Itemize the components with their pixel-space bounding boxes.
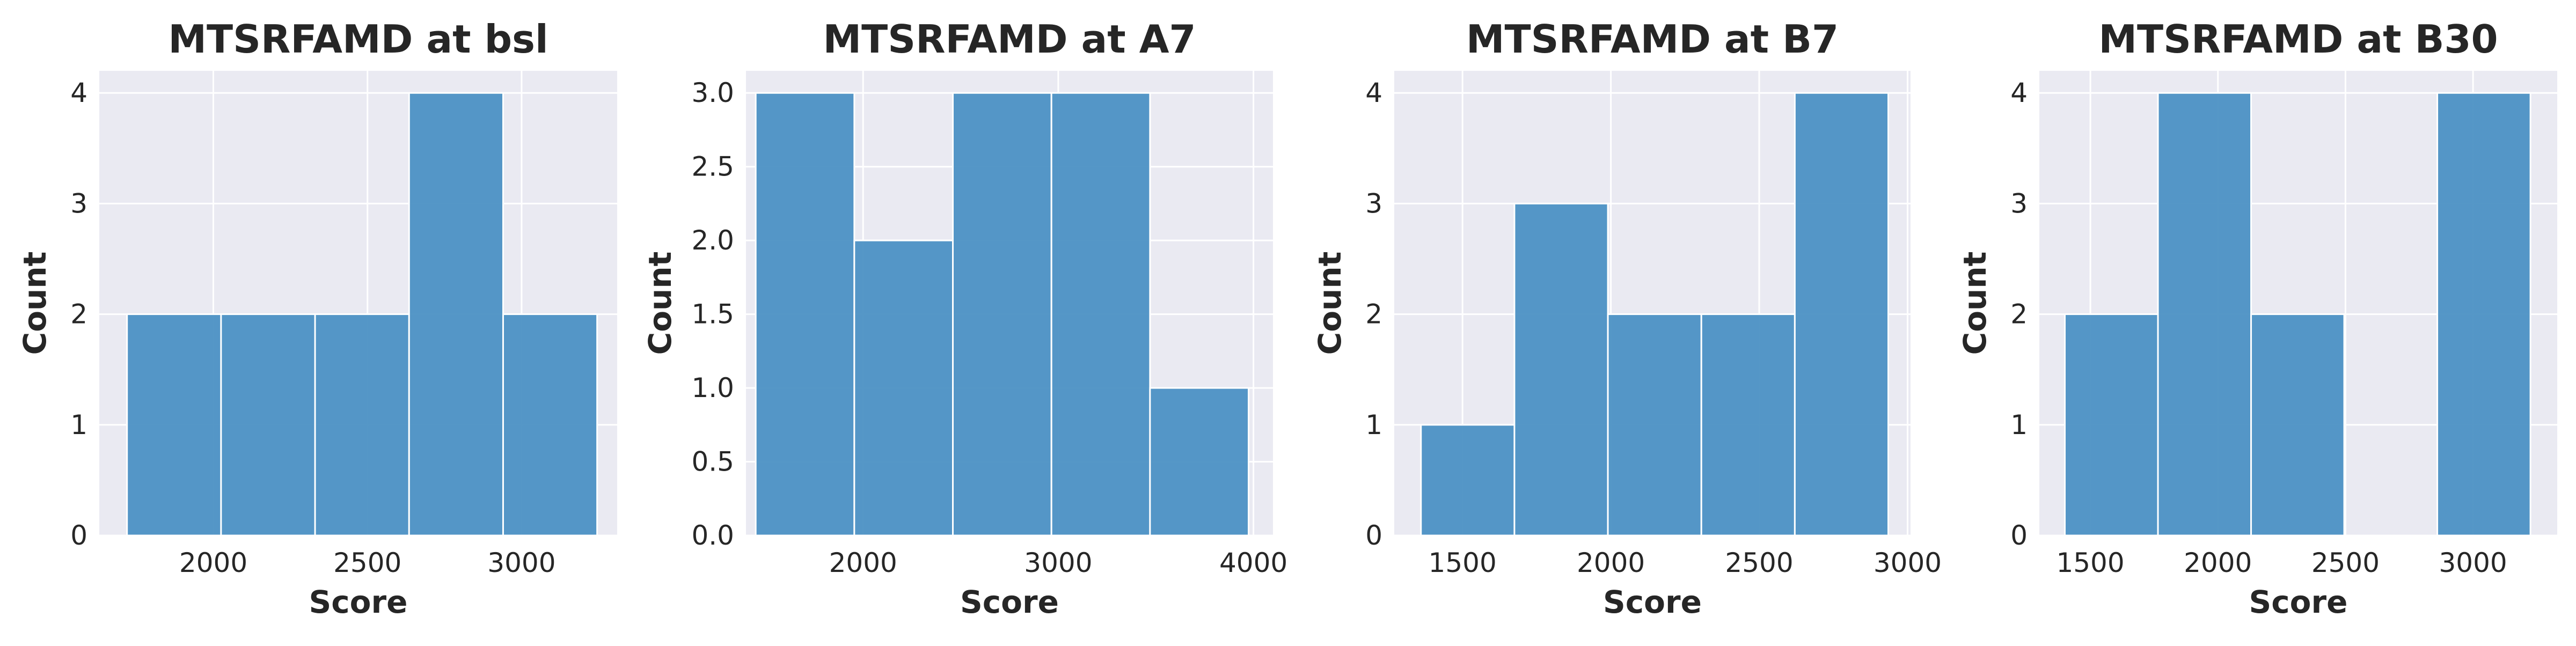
histogram-bar: [1607, 313, 1702, 537]
y-tick-label: 3: [2010, 188, 2028, 219]
y-axis-label: Count: [1312, 252, 1348, 355]
histogram-bar: [2064, 313, 2159, 537]
x-tick-label: 2000: [1577, 547, 1645, 578]
y-axis-label: Count: [1957, 252, 1993, 355]
x-tick-label: 1500: [2056, 547, 2124, 578]
y-axis-label: Count: [642, 252, 678, 355]
y-tick-label: 1: [70, 409, 87, 441]
x-tick-label: 3000: [487, 547, 555, 578]
y-tick-label: 4: [70, 77, 87, 108]
x-axis-label: Score: [1603, 584, 1702, 620]
y-tick-label: 1.5: [691, 299, 734, 330]
histogram-bar: [1050, 92, 1151, 537]
histogram-bar: [220, 313, 316, 537]
histogram-bar: [853, 239, 954, 537]
x-tick-label: 3000: [2439, 547, 2507, 578]
y-tick-label: 3.0: [691, 77, 734, 108]
x-tick-label: 2500: [333, 547, 401, 578]
x-tick-label: 2500: [2311, 547, 2380, 578]
x-axis-label: Score: [2249, 584, 2348, 620]
chart-title: MTSRFAMD at B7: [1466, 17, 1839, 62]
y-tick-label: 1: [2010, 409, 2028, 441]
histogram-bar: [952, 92, 1052, 537]
y-tick-label: 2: [2010, 299, 2028, 330]
histogram-bar: [1700, 313, 1796, 537]
y-tick-label: 2.5: [691, 151, 734, 182]
histogram-bar: [126, 313, 222, 537]
x-tick-label: 3000: [1874, 547, 1942, 578]
histogram-bar: [2436, 92, 2531, 537]
y-tick-label: 2.0: [691, 225, 734, 256]
y-tick-label: 0.0: [691, 520, 734, 551]
histogram-bar: [1794, 92, 1890, 537]
x-tick-label: 2000: [829, 547, 897, 578]
y-tick-label: 2: [70, 299, 87, 330]
x-tick-label: 2000: [2184, 547, 2252, 578]
y-axis-label: Count: [17, 252, 53, 355]
y-tick-label: 4: [1365, 77, 1382, 108]
histogram-bar: [408, 92, 504, 537]
histogram-bar: [1513, 202, 1609, 537]
chart-panel-2: 2000 3000 4000 0.0 0.5 1.0 1.5 2.0 2.5 3.0 MTSRFAM…: [642, 17, 1287, 620]
x-axis-label: Score: [960, 584, 1059, 620]
y-tick-label: 4: [2010, 77, 2028, 108]
chart-title: MTSRFAMD at A7: [823, 17, 1196, 62]
y-tick-label: 0: [70, 520, 87, 551]
histogram-bar: [2250, 313, 2345, 537]
chart-title: MTSRFAMD at bsl: [168, 17, 548, 62]
y-tick-label: 1.0: [691, 372, 734, 403]
y-tick-label: 1: [1365, 409, 1382, 441]
histogram-bar: [314, 313, 410, 537]
histogram-bar: [2157, 92, 2252, 537]
y-tick-label: 0.5: [691, 446, 734, 478]
y-tick-label: 2: [1365, 299, 1382, 330]
y-tick-label: 3: [70, 188, 87, 219]
x-tick-label: 4000: [1219, 547, 1287, 578]
chart-panel-1: 2000 2500 3000 0 1 2 3 4 MTSRFAMD at bsl Score Cou…: [17, 17, 617, 620]
x-tick-label: 2500: [1725, 547, 1793, 578]
histogram-bar: [755, 92, 855, 537]
chart-title: MTSRFAMD at B30: [2098, 17, 2498, 62]
x-tick-label: 2000: [179, 547, 247, 578]
chart-panel-3: 1500 2000 2500 3000 0 1 2 3 4 MTSRFAMD at B7 Score…: [1312, 17, 1942, 620]
x-axis-label: Score: [309, 584, 408, 620]
chart-panel-4: 1500 2000 2500 3000 0 1 2 3 4 MTSRFAMD at B30 Scor…: [1957, 17, 2557, 620]
x-tick-label: 1500: [1429, 547, 1497, 578]
y-tick-label: 3: [1365, 188, 1382, 219]
histogram-bar: [1420, 424, 1516, 537]
x-tick-label: 3000: [1024, 547, 1092, 578]
histogram-bar: [502, 313, 598, 537]
histogram-bar: [1149, 387, 1250, 537]
y-tick-label: 0: [1365, 520, 1382, 551]
y-tick-label: 0: [2010, 520, 2028, 551]
